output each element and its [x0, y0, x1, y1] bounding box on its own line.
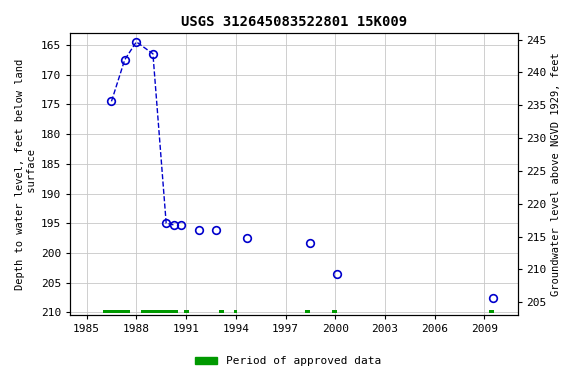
Bar [332, 310, 337, 313]
Bar [305, 310, 310, 313]
Bar [141, 310, 178, 313]
Y-axis label: Depth to water level, feet below land
 surface: Depth to water level, feet below land su… [15, 58, 37, 290]
Y-axis label: Groundwater level above NGVD 1929, feet: Groundwater level above NGVD 1929, feet [551, 52, 561, 296]
Title: USGS 312645083522801 15K009: USGS 312645083522801 15K009 [181, 15, 407, 29]
Bar [184, 310, 190, 313]
Bar [219, 310, 224, 313]
Bar [490, 310, 494, 313]
Bar [103, 310, 130, 313]
Legend: Period of approved data: Period of approved data [191, 352, 385, 371]
Bar [234, 310, 237, 313]
